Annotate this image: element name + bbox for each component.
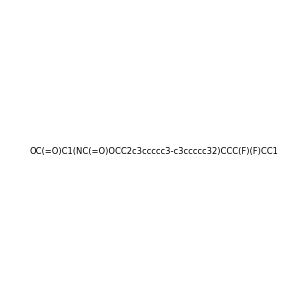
Text: OC(=O)C1(NC(=O)OCC2c3ccccc3-c3ccccc32)CCC(F)(F)CC1: OC(=O)C1(NC(=O)OCC2c3ccccc3-c3ccccc32)CC…	[29, 147, 278, 156]
